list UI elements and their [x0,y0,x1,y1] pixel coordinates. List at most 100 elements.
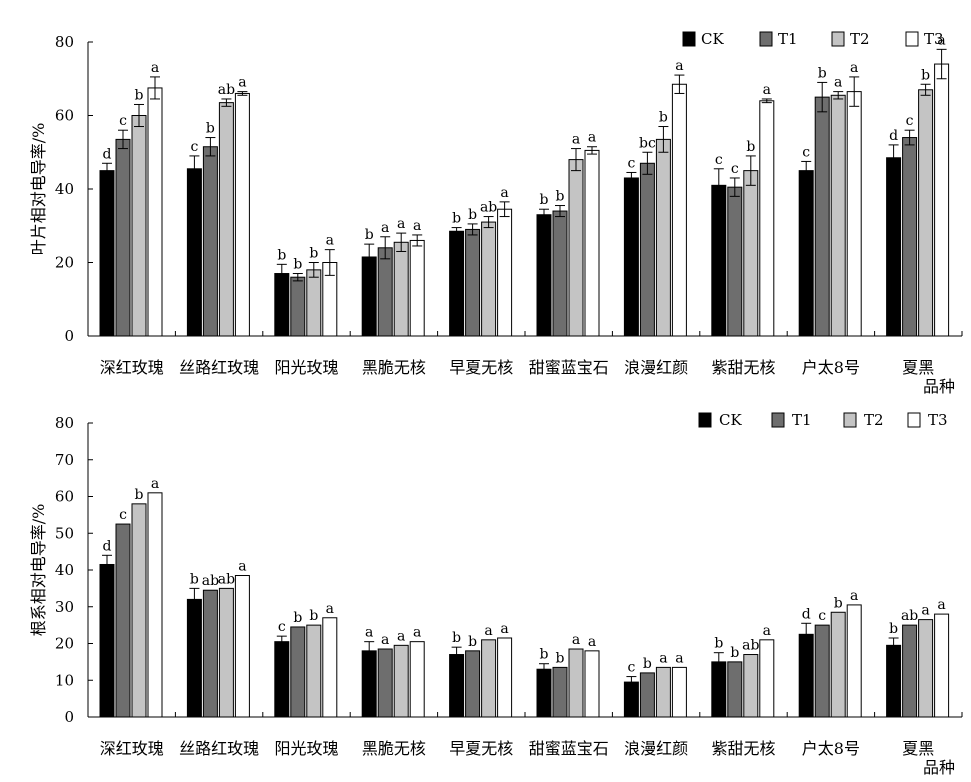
legend-label: CK [719,411,742,429]
bar [711,184,727,337]
significance-label: b [309,246,318,262]
leaf-conductivity-chart: 0 20 40 60 80 叶片相对电导率/% 深红玫瑰 丝路红玫瑰 阳光玫瑰 黑脆无核 早夏无核甜… [29,30,963,396]
legend-label: T2 [850,30,870,48]
significance-label: a [588,130,596,146]
significance-label: a [659,650,667,666]
y-tick-label: 60 [55,488,74,506]
bar [361,650,377,718]
bar [759,100,775,337]
y-tick-label: 50 [55,524,74,542]
significance-label: b [818,65,827,81]
significance-label: b [730,645,739,661]
significance-label: b [468,207,477,223]
bar [568,159,584,337]
bar [536,214,552,337]
legend-label: T1 [792,411,812,429]
bar [393,241,409,337]
legend-swatch [682,31,696,47]
bar [99,563,115,718]
significance-label: a [381,632,389,648]
significance-label: b [714,636,723,652]
bar [234,575,250,718]
category-label: 夏黑 [902,358,934,377]
legend-swatch [698,412,712,428]
significance-label: c [627,660,635,676]
root-conductivity-chart: 0 10 20 30 40 50 60 70 80 根系相对电导率/% 深红玫瑰 丝路红玫瑰 阳光玫瑰 黑… [29,411,963,777]
significance-label: a [500,621,508,637]
significance-label: ab [218,82,235,98]
legend-swatch [771,412,785,428]
significance-label: b [746,139,755,155]
bar [322,617,338,718]
bar [274,641,290,718]
bar [743,654,759,718]
significance-label: a [397,628,405,644]
legend-swatch [907,412,921,428]
category-label: 深红玫瑰 [100,739,164,758]
bar [202,589,218,718]
category-label: 紫甜无核 [711,358,775,377]
bar [671,83,687,337]
significance-label: a [238,75,246,91]
significance-label: a [151,60,159,76]
category-label: 阳光玫瑰 [274,739,338,758]
significance-label: c [731,161,739,177]
significance-label: a [326,233,334,249]
significance-label: ab [202,573,219,589]
category-label: 黑脆无核 [362,358,426,377]
bar [830,611,846,718]
bar [846,91,862,337]
bar [584,650,600,718]
bar [552,666,568,718]
y-tick-label: 40 [55,180,74,198]
significance-label: c [802,144,810,160]
significance-label: a [850,60,858,76]
legend-swatch [831,31,845,47]
significance-label: a [572,632,580,648]
bar [798,633,814,718]
significance-label: c [906,113,914,129]
significance-label: c [119,507,127,523]
bar [934,63,950,337]
bar [655,138,671,337]
bar [846,604,862,718]
category-label: 早夏无核 [449,739,513,758]
bar [409,641,425,718]
bar [918,89,934,337]
bar [393,644,409,718]
bar [465,650,481,718]
significance-label: a [588,634,596,650]
significance-label: b [659,110,668,126]
significance-label: ab [742,638,759,654]
category-label: 早夏无核 [449,358,513,377]
significance-label: c [818,608,826,624]
y-axis-label: 根系相对电导率/% [29,504,48,637]
significance-label: c [278,619,286,635]
significance-label: d [802,606,811,622]
significance-label: d [889,128,898,144]
bar [234,92,250,337]
bar [186,168,202,337]
category-label: 丝路红玫瑰 [179,358,259,377]
bar [886,644,902,718]
bar [290,276,306,337]
bar [814,96,830,337]
x-axis-label: 品种 [923,377,955,396]
significance-label: b [452,630,461,646]
bar [623,177,639,337]
legend-label: CK [701,30,724,48]
y-tick-label: 0 [64,708,74,726]
category-label: 黑脆无核 [362,739,426,758]
bar [306,624,322,718]
significance-label: b [556,189,565,205]
bar [377,247,393,337]
significance-label: c [119,113,127,129]
significance-label: a [921,603,929,619]
significance-label: b [643,656,652,672]
y-tick-label: 40 [55,561,74,579]
significance-label: b [206,121,215,137]
significance-label: b [293,257,302,273]
bar [115,523,131,718]
bar [465,228,481,337]
